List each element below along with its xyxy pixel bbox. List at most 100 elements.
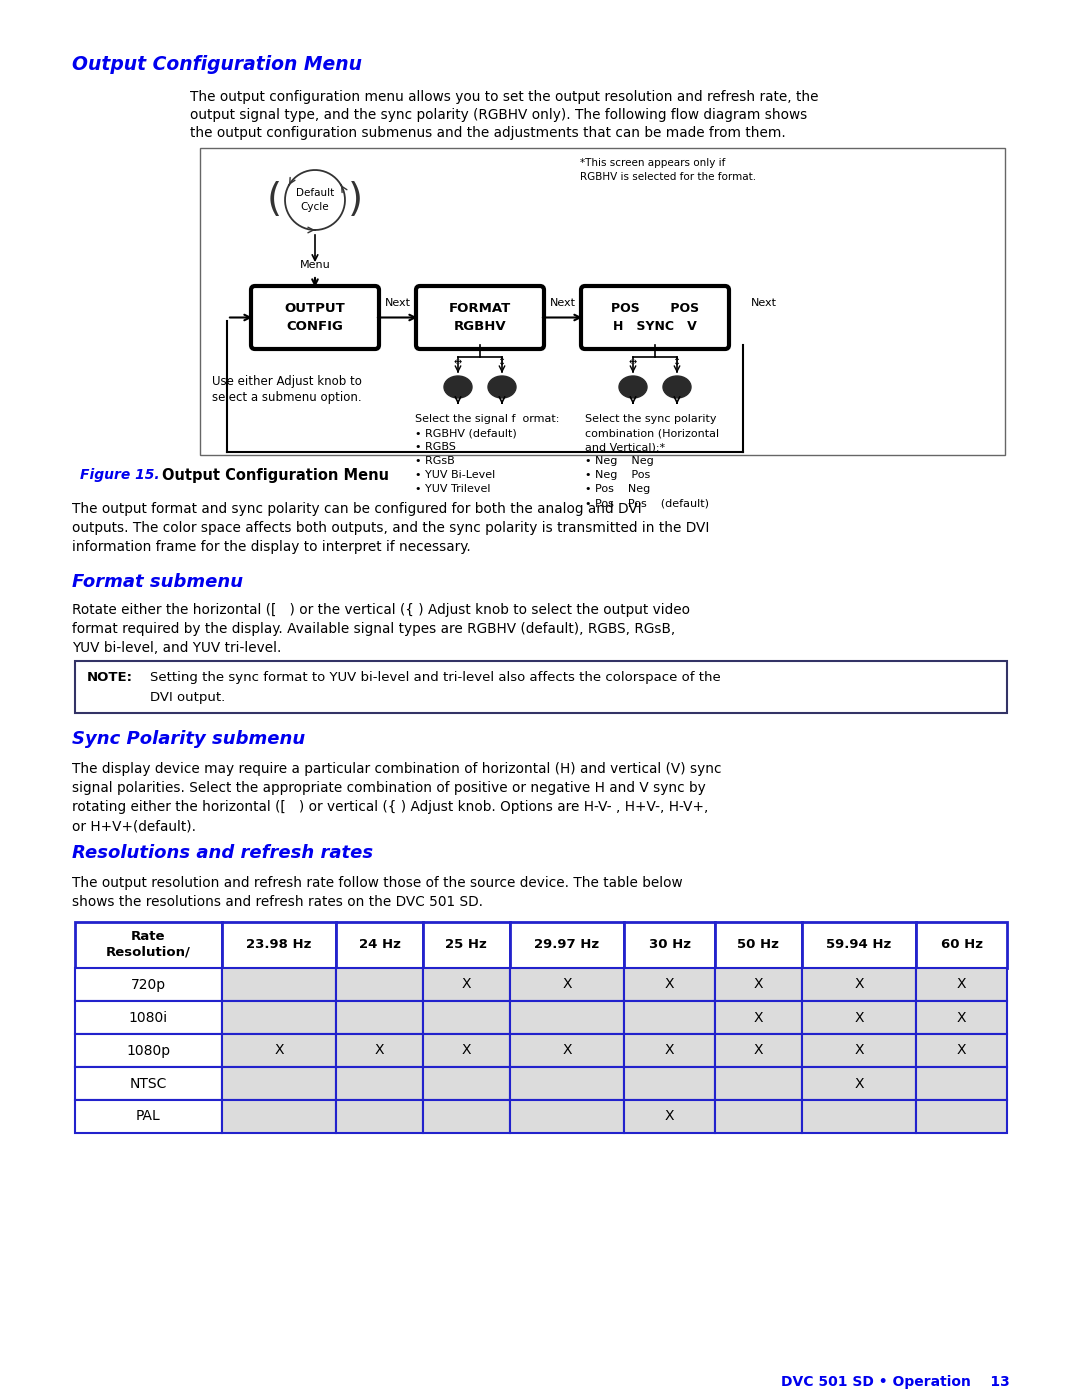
Bar (336, 1067, 423, 1099)
Bar (624, 1067, 715, 1099)
Bar (221, 1034, 336, 1067)
Text: FORMAT
RGBHV: FORMAT RGBHV (449, 303, 511, 332)
Text: X: X (375, 1044, 384, 1058)
Text: X: X (274, 1044, 284, 1058)
Text: 1080p: 1080p (126, 1044, 171, 1058)
Bar (624, 968, 715, 1002)
Text: X: X (665, 1044, 674, 1058)
Bar (916, 1034, 1007, 1067)
Text: format required by the display. Available signal types are RGBHV (default), RGBS: format required by the display. Availabl… (72, 622, 675, 636)
Text: select a submenu option.: select a submenu option. (212, 391, 362, 404)
Text: or H+V+(default).: or H+V+(default). (72, 819, 195, 833)
Bar (75, 1034, 221, 1067)
Bar (423, 1067, 510, 1099)
Ellipse shape (663, 376, 691, 398)
Text: Figure 15.: Figure 15. (80, 468, 160, 482)
Text: • RGBHV (default): • RGBHV (default) (415, 427, 516, 439)
Bar (75, 968, 221, 1002)
Text: outputs. The color space affects both outputs, and the sync polarity is transmit: outputs. The color space affects both ou… (72, 521, 710, 535)
Text: X: X (854, 1010, 864, 1024)
Bar (916, 1002, 1007, 1034)
Text: shows the resolutions and refresh rates on the DVC 501 SD.: shows the resolutions and refresh rates … (72, 895, 483, 909)
Text: signal polarities. Select the appropriate combination of positive or negative H : signal polarities. Select the appropriat… (72, 781, 705, 795)
Bar (423, 1002, 510, 1034)
Text: and Vertical):*: and Vertical):* (585, 441, 665, 453)
Bar (75, 922, 221, 968)
Bar (221, 1067, 336, 1099)
Bar (221, 922, 336, 968)
Text: The output resolution and refresh rate follow those of the source device. The ta: The output resolution and refresh rate f… (72, 876, 683, 890)
Text: X: X (754, 1044, 764, 1058)
Text: • Pos    Pos    (default): • Pos Pos (default) (585, 497, 708, 509)
Bar (715, 1034, 801, 1067)
Bar (423, 968, 510, 1002)
Text: Select the sync polarity: Select the sync polarity (585, 414, 716, 425)
Text: • YUV Bi-Level: • YUV Bi-Level (415, 469, 496, 481)
Text: Next: Next (751, 298, 777, 307)
Bar (801, 922, 916, 968)
Bar (715, 922, 801, 968)
Text: Menu: Menu (299, 260, 330, 270)
Text: The output configuration menu allows you to set the output resolution and refres: The output configuration menu allows you… (190, 89, 819, 103)
Bar (336, 1034, 423, 1067)
Text: X: X (562, 1044, 571, 1058)
Text: Setting the sync format to YUV bi-level and tri-level also affects the colorspac: Setting the sync format to YUV bi-level … (150, 671, 720, 685)
Text: combination (Horizontal: combination (Horizontal (585, 427, 719, 439)
Text: DVC 501 SD • Operation    13: DVC 501 SD • Operation 13 (781, 1375, 1010, 1389)
Bar (221, 1099, 336, 1133)
Text: • YUV Trilevel: • YUV Trilevel (415, 483, 490, 495)
Bar (336, 1099, 423, 1133)
Bar (75, 661, 1007, 712)
Text: X: X (461, 978, 471, 992)
Text: X: X (665, 978, 674, 992)
Ellipse shape (444, 376, 472, 398)
Text: X: X (957, 978, 967, 992)
FancyBboxPatch shape (581, 286, 729, 349)
Text: X: X (854, 978, 864, 992)
Text: • RGsB: • RGsB (415, 455, 455, 467)
Bar (916, 1099, 1007, 1133)
Text: YUV bi-level, and YUV tri-level.: YUV bi-level, and YUV tri-level. (72, 641, 282, 655)
Text: 1080i: 1080i (129, 1010, 167, 1024)
FancyBboxPatch shape (416, 286, 544, 349)
Text: POS       POS: POS POS (611, 302, 699, 314)
Text: Next: Next (384, 298, 410, 307)
Text: Rate: Rate (131, 930, 165, 943)
Text: X: X (854, 1077, 864, 1091)
Text: X: X (562, 978, 571, 992)
Text: X: X (754, 1010, 764, 1024)
Bar (336, 922, 423, 968)
Bar (916, 922, 1007, 968)
Text: 50 Hz: 50 Hz (738, 939, 779, 951)
Bar (75, 1067, 221, 1099)
Text: 30 Hz: 30 Hz (649, 939, 690, 951)
Text: H   SYNC   V: H SYNC V (613, 320, 697, 332)
Bar (336, 968, 423, 1002)
Text: 59.94 Hz: 59.94 Hz (826, 939, 891, 951)
Text: Resolution/: Resolution/ (106, 946, 191, 958)
Text: 720p: 720p (131, 978, 166, 992)
Bar (801, 1067, 916, 1099)
Text: DVI output.: DVI output. (150, 692, 226, 704)
Bar (916, 968, 1007, 1002)
Bar (715, 1099, 801, 1133)
Text: 23.98 Hz: 23.98 Hz (246, 939, 312, 951)
Text: Select the signal f  ormat:: Select the signal f ormat: (415, 414, 559, 425)
Bar (510, 1034, 624, 1067)
Text: Use either Adjust knob to: Use either Adjust knob to (212, 374, 362, 388)
Bar (624, 922, 715, 968)
Bar (715, 968, 801, 1002)
Text: ): ) (348, 182, 363, 219)
Text: X: X (854, 1044, 864, 1058)
Text: 60 Hz: 60 Hz (941, 939, 983, 951)
Text: OUTPUT
CONFIG: OUTPUT CONFIG (285, 303, 346, 332)
Text: • Neg    Pos: • Neg Pos (585, 469, 650, 481)
Bar (624, 1034, 715, 1067)
Text: output signal type, and the sync polarity (RGBHV only). The following flow diagr: output signal type, and the sync polarit… (190, 108, 807, 122)
Text: information frame for the display to interpret if necessary.: information frame for the display to int… (72, 541, 471, 555)
Text: Default: Default (296, 189, 334, 198)
Bar (624, 1099, 715, 1133)
Text: Output Configuration Menu: Output Configuration Menu (162, 468, 389, 483)
Bar (801, 1002, 916, 1034)
Text: X: X (461, 1044, 471, 1058)
